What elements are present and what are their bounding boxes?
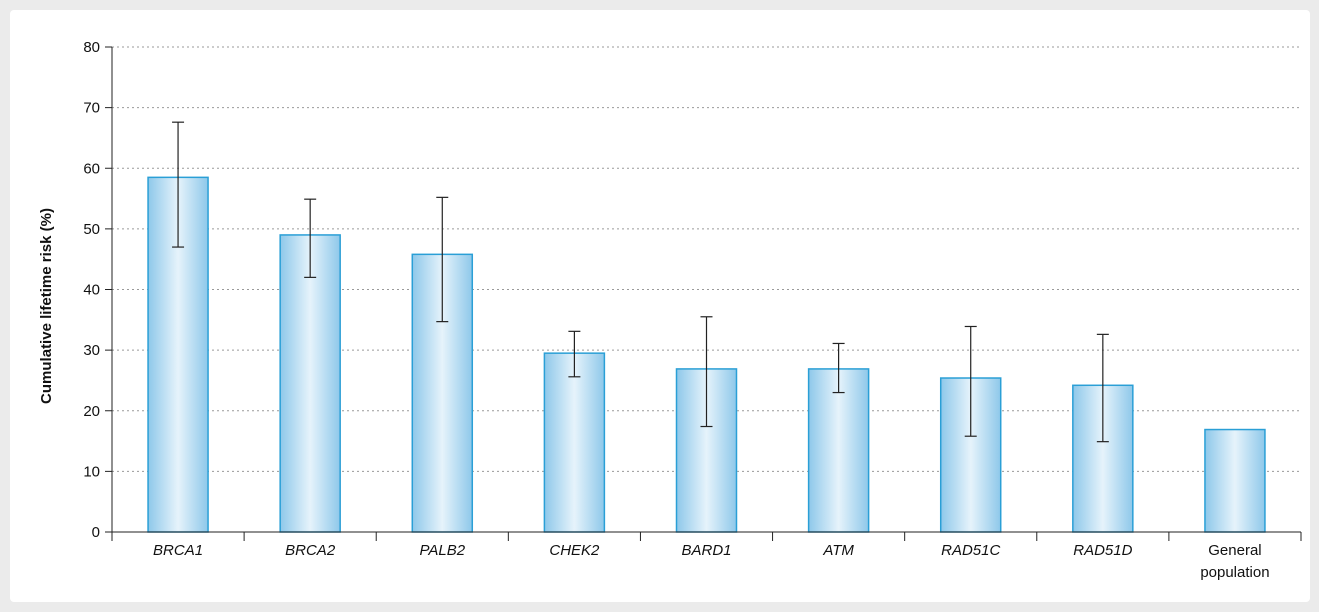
y-tick-label: 60	[83, 160, 100, 177]
bar-general-population	[1204, 428, 1266, 533]
y-tick-label: 20	[83, 403, 100, 420]
x-tick-label: RAD51D	[1073, 542, 1132, 559]
error-bars	[172, 121, 1109, 443]
y-tick-labels: 0 10 20 30 40 50 60 70 80	[83, 39, 100, 541]
x-tick-label: ATM	[822, 542, 854, 559]
axes	[105, 46, 1302, 541]
x-tick-label: General population	[1200, 542, 1269, 581]
x-tick-label: RAD51C	[941, 542, 1000, 559]
bar-chek2	[543, 352, 606, 533]
x-tick-label: BRCA2	[285, 542, 336, 559]
y-tick-label: 50	[83, 221, 100, 238]
y-tick-label: 40	[83, 282, 100, 299]
y-tick-label: 80	[83, 39, 100, 56]
x-tick-label: CHEK2	[549, 542, 600, 559]
y-tick-label: 70	[83, 100, 100, 117]
x-tick-label: PALB2	[419, 542, 465, 559]
x-tick-label: BARD1	[681, 542, 731, 559]
x-tick-label: BRCA1	[153, 542, 203, 559]
bar-brca2	[279, 234, 341, 533]
bar-atm	[807, 368, 870, 533]
x-tick-labels: BRCA1 BRCA2 PALB2 CHEK2 BARD1 ATM RAD51C RAD51D…	[153, 542, 1270, 581]
y-tick-label: 10	[83, 463, 100, 480]
y-axis-label: Cumulative lifetime risk (%)	[38, 208, 55, 404]
y-tick-label: 30	[83, 342, 100, 359]
y-tick-label: 0	[92, 524, 100, 541]
